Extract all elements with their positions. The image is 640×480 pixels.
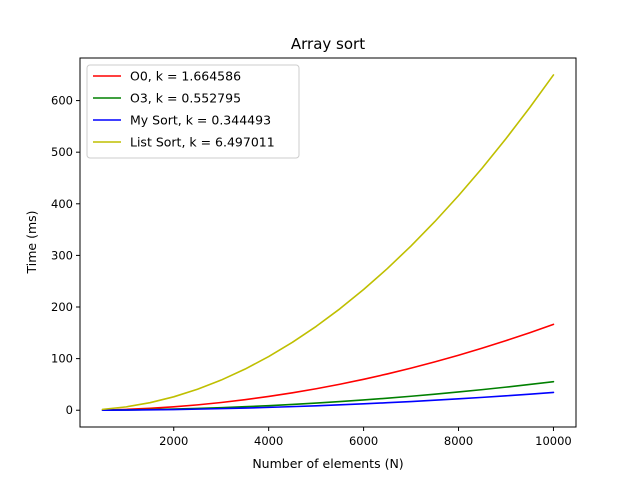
x-tick-label: 4000 xyxy=(254,434,283,448)
legend-label-1: O0, k = 1.664586 xyxy=(130,69,241,84)
legend: O0, k = 1.664586 O3, k = 0.552795 My Sort,… xyxy=(86,64,300,159)
series-line-1 xyxy=(101,323,555,411)
y-tick-label: 500 xyxy=(51,145,73,159)
x-tick-label: 8000 xyxy=(444,434,473,448)
y-tick-label: 300 xyxy=(51,248,73,262)
y-tick-label: 600 xyxy=(51,94,73,108)
legend-box xyxy=(86,64,300,159)
chart-title: Array sort xyxy=(291,35,365,53)
x-axis: 2000 4000 6000 8000 10000 xyxy=(159,427,572,448)
legend-label-2: O3, k = 0.552795 xyxy=(130,91,241,106)
y-tick-label: 100 xyxy=(51,352,73,366)
x-tick-label: 2000 xyxy=(159,434,188,448)
x-tick-label: 6000 xyxy=(349,434,378,448)
x-tick-label: 10000 xyxy=(535,434,572,448)
legend-label-4: List Sort, k = 6.497011 xyxy=(130,135,275,150)
y-tick-label: 200 xyxy=(51,300,73,314)
y-axis: 0 100 200 300 400 500 600 xyxy=(51,94,80,417)
x-axis-label: Number of elements (N) xyxy=(252,456,403,471)
y-tick-label: 400 xyxy=(51,197,73,211)
series-line-3 xyxy=(101,391,555,411)
y-tick-label: 0 xyxy=(66,403,73,417)
legend-label-3: My Sort, k = 0.344493 xyxy=(130,113,271,128)
plot-area xyxy=(101,74,555,411)
axes-frame xyxy=(79,57,577,428)
series-line-4 xyxy=(101,74,555,411)
y-axis-label: Time (ms) xyxy=(24,210,39,274)
